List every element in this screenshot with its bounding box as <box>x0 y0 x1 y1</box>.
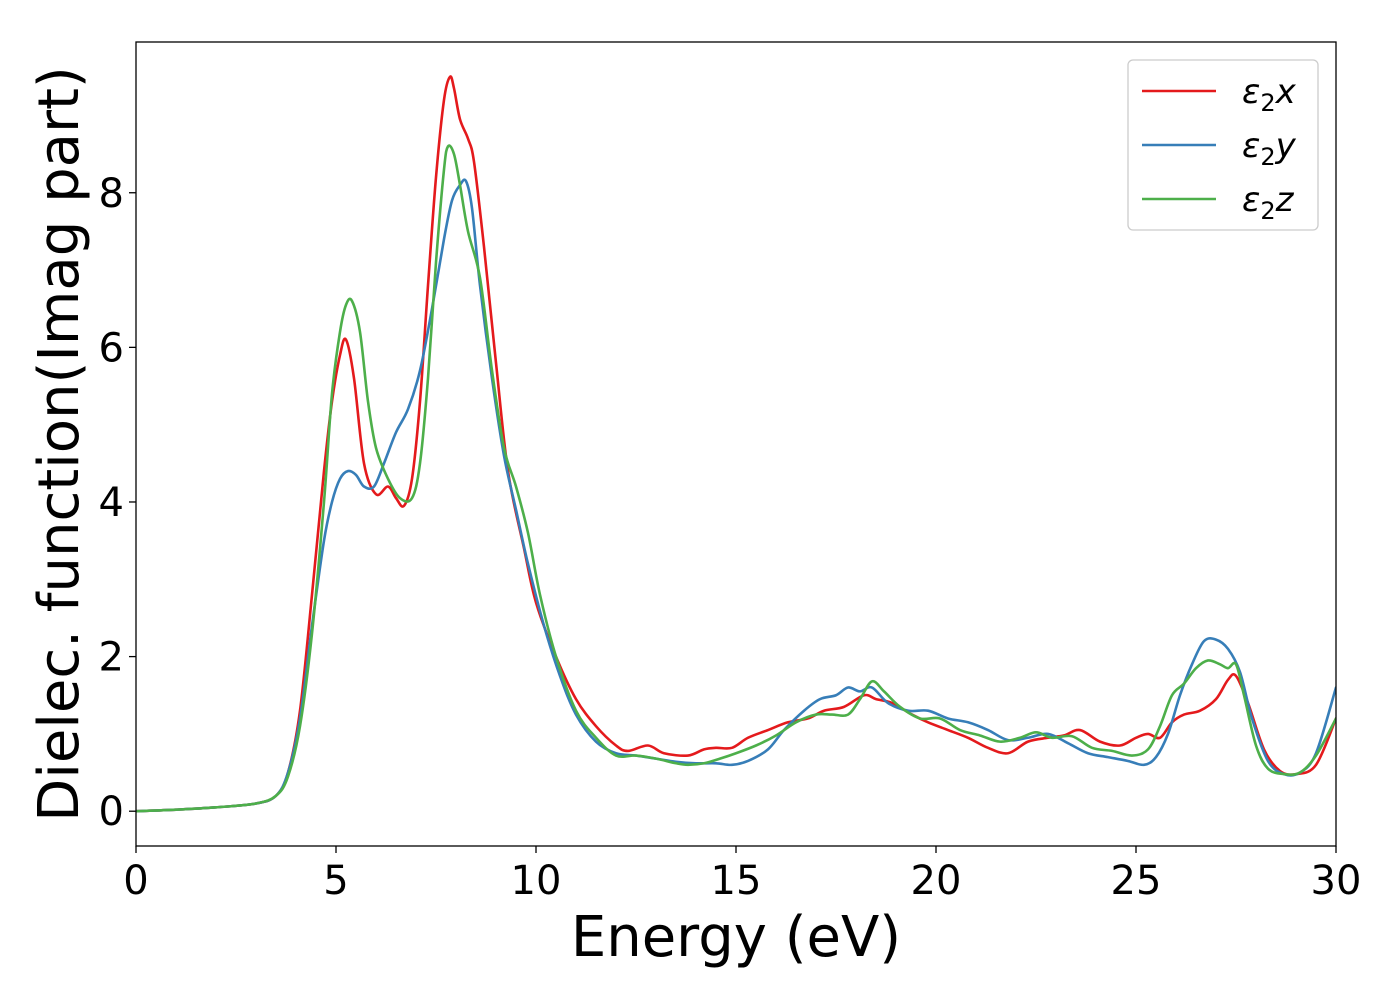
y-tick-label: 8 <box>99 171 124 217</box>
x-tick-label: 25 <box>1111 858 1162 904</box>
series-layer <box>136 75 1336 813</box>
legend: ε2x ε2y ε2z <box>1127 59 1319 231</box>
legend-label-x: ε2x <box>1242 72 1297 117</box>
x-tick-label: 15 <box>711 858 762 904</box>
legend-frame <box>1127 59 1319 231</box>
x-tick-label: 20 <box>911 858 962 904</box>
y-tick-label: 4 <box>99 480 124 526</box>
legend-label-z: ε2z <box>1242 180 1295 225</box>
x-tick-label: 0 <box>123 858 148 904</box>
x-tick-label: 10 <box>511 858 562 904</box>
legend-label-y: ε2y <box>1242 126 1297 171</box>
y-tick-label: 2 <box>99 635 124 681</box>
series-line-z <box>136 144 1336 813</box>
x-axis-label: Energy (eV) <box>571 905 901 970</box>
plot-frame <box>135 41 1337 847</box>
y-tick-label: 0 <box>99 789 124 835</box>
series-line-x <box>136 75 1336 813</box>
x-tick-label: 5 <box>323 858 348 904</box>
y-tick-label: 6 <box>99 325 124 371</box>
x-tick-label: 30 <box>1311 858 1362 904</box>
y-axis-label: Dielec. function(Imag part) <box>27 66 92 822</box>
tick-layer: 0 5 10 15 20 25 30 0 2 4 6 8 <box>99 171 1362 904</box>
